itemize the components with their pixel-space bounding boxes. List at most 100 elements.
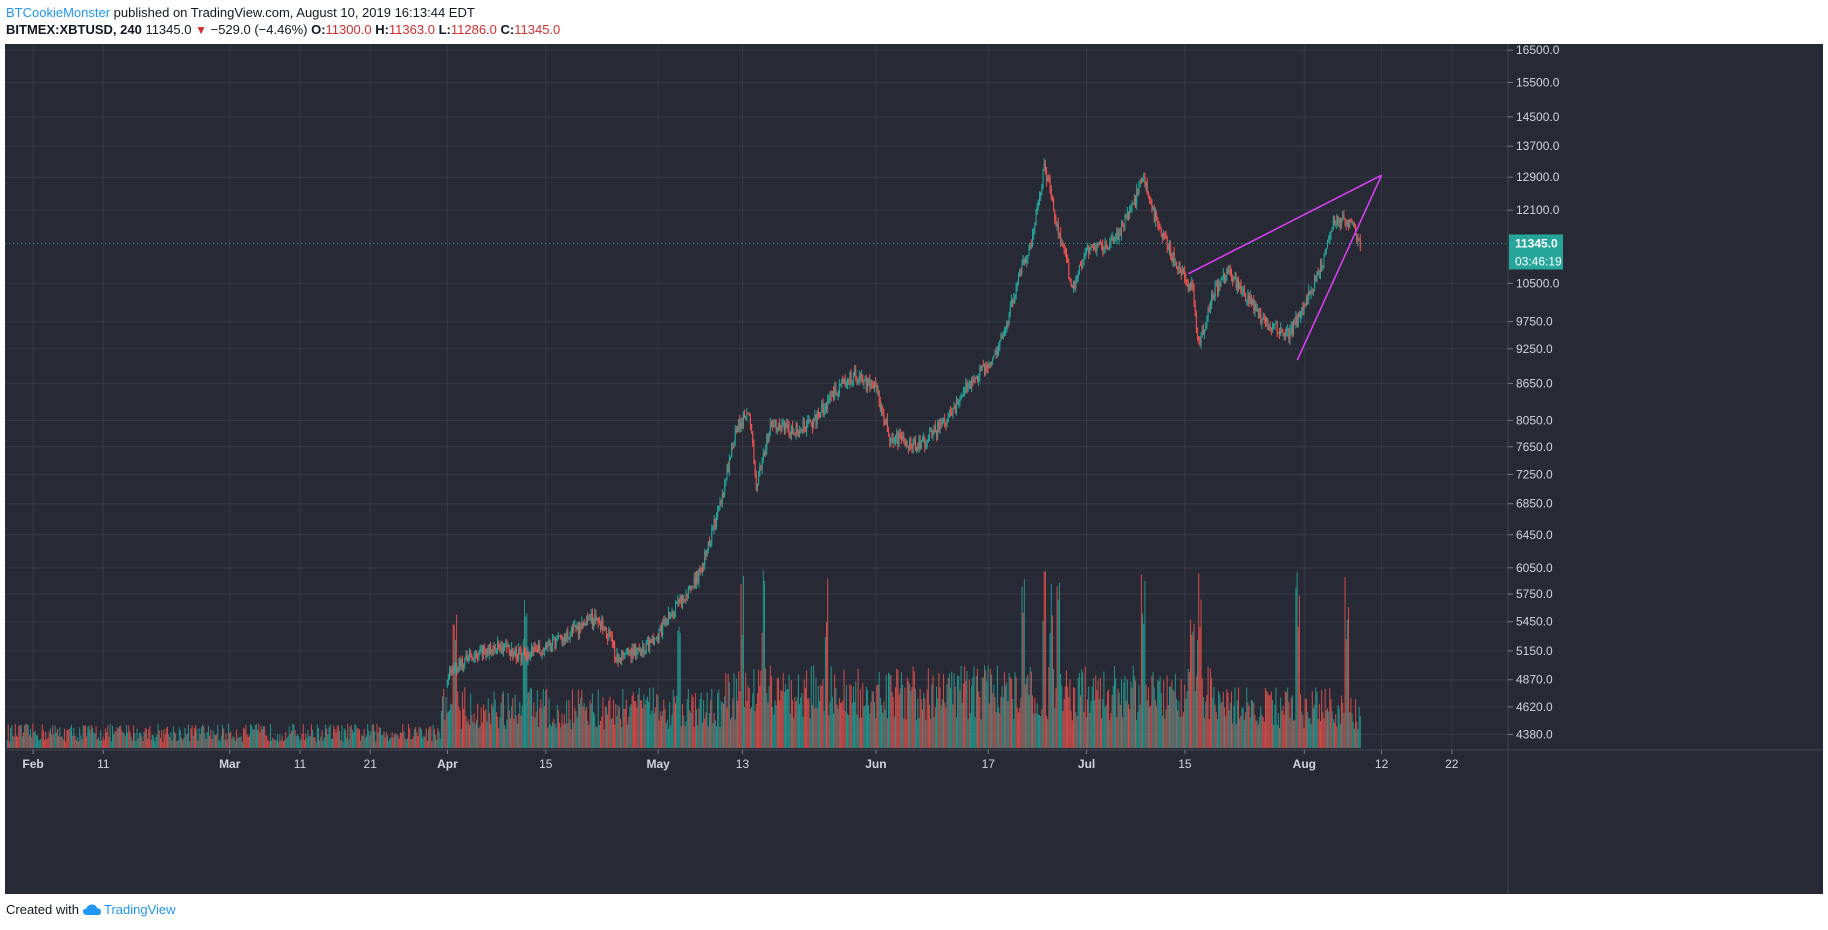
- volume-bar: [213, 734, 215, 748]
- candle-body: [847, 380, 849, 384]
- volume-bar: [1048, 667, 1050, 748]
- price-tick-label: 10500.0: [1516, 276, 1560, 290]
- price-tick-label: 5150.0: [1516, 644, 1553, 658]
- volume-bar: [1273, 724, 1275, 748]
- candle-body: [1324, 251, 1326, 255]
- time-axis[interactable]: Feb 11 Mar 11 21 Apr 15 May 13 Jun 17 Jul 15 Aug 12 22: [5, 749, 1823, 771]
- candle-body: [1002, 335, 1004, 339]
- candle-body: [1005, 330, 1007, 332]
- author-link[interactable]: BTCookieMonster: [6, 5, 111, 20]
- candle-body: [712, 528, 714, 531]
- volume-bar: [774, 700, 776, 748]
- price-chart[interactable]: 16500.015500.014500.013700.012900.012100…: [5, 43, 1823, 894]
- volume-bar: [1314, 704, 1316, 748]
- volume-bar: [604, 706, 606, 748]
- candle-body: [608, 631, 610, 639]
- candle-body: [627, 651, 629, 653]
- volume-bar: [471, 715, 473, 748]
- volume-bar: [763, 580, 765, 748]
- candle-body: [657, 637, 659, 640]
- candle-body: [574, 624, 576, 627]
- volume-bar: [1126, 679, 1128, 748]
- volume-bar: [1253, 703, 1255, 748]
- volume-bar: [33, 732, 35, 748]
- candle-body: [1288, 329, 1290, 339]
- volume-bar: [612, 699, 614, 748]
- volume-bar: [292, 723, 294, 748]
- volume-bar: [720, 701, 722, 748]
- chart-container[interactable]: 16500.0 15500.0 14500.0 13700.0 12900.0 12100…: [5, 43, 1823, 894]
- candle-body: [1294, 322, 1296, 324]
- volume-bar: [721, 702, 723, 748]
- candle-body: [1070, 281, 1072, 286]
- candle-body: [476, 654, 478, 657]
- volume-bar: [845, 684, 847, 748]
- volume-bar: [1023, 579, 1025, 748]
- candle-body: [453, 666, 455, 672]
- volume-bar: [1009, 677, 1011, 748]
- volume-bar: [370, 731, 372, 748]
- trendlines[interactable]: [1188, 174, 1383, 361]
- candle-body: [507, 645, 509, 648]
- volume-bar: [837, 708, 839, 748]
- candle-body: [612, 642, 614, 644]
- volume-bar: [288, 726, 290, 748]
- trendline[interactable]: [1188, 174, 1382, 275]
- volume-bar: [1286, 692, 1288, 748]
- volume-bar: [516, 723, 518, 748]
- candle-body: [707, 542, 709, 552]
- volume-bar: [1185, 699, 1187, 748]
- candle-body: [1166, 237, 1168, 247]
- candle-body: [1021, 264, 1023, 273]
- volume-bar: [1034, 697, 1036, 748]
- volume-bar: [261, 729, 263, 748]
- candle-body: [710, 542, 712, 547]
- volume-bar: [312, 729, 314, 748]
- volume-bar: [870, 702, 872, 748]
- tradingview-logo[interactable]: TradingView: [82, 902, 176, 917]
- volume-bar: [557, 710, 559, 748]
- candle-body: [980, 365, 982, 369]
- volume-bar: [1099, 677, 1101, 748]
- volume-bar: [395, 733, 397, 748]
- candle-body: [1321, 261, 1323, 268]
- volume-bar: [699, 698, 701, 748]
- candle-body: [630, 650, 632, 658]
- volume-bar: [1233, 705, 1235, 748]
- time-tick-label: Apr: [437, 757, 458, 771]
- candle-body: [1072, 283, 1074, 288]
- volume-bar: [231, 738, 233, 748]
- candle-body: [968, 383, 970, 385]
- volume-bar: [11, 725, 13, 748]
- trendline[interactable]: [1296, 174, 1383, 361]
- candle-body: [1110, 240, 1112, 244]
- volume-bar: [899, 688, 901, 748]
- candle-body: [1164, 233, 1166, 237]
- volume-bar: [811, 705, 813, 748]
- price-axis[interactable]: 16500.015500.014500.013700.012900.012100…: [5, 43, 1563, 894]
- candle-body: [870, 381, 872, 388]
- candle-body: [1016, 284, 1018, 287]
- candle-body: [863, 380, 865, 383]
- candle-body: [576, 625, 578, 629]
- volume-bar: [245, 724, 247, 748]
- volume-bar: [364, 737, 366, 748]
- volume-bar: [1060, 673, 1062, 748]
- volume-bar: [977, 668, 979, 748]
- volume-bar: [786, 689, 788, 748]
- candle-body: [663, 621, 665, 624]
- candle-body: [1109, 243, 1111, 249]
- last-price-badge[interactable]: [1509, 234, 1563, 253]
- volume-bar: [315, 741, 317, 748]
- volume-bar: [199, 734, 201, 748]
- volume-bar: [999, 713, 1001, 748]
- candle-body: [662, 621, 664, 636]
- volume-bar: [1206, 695, 1208, 748]
- candle-body: [1329, 234, 1331, 239]
- candle-body: [504, 646, 506, 649]
- candle-body: [529, 655, 531, 658]
- volume-bar: [243, 727, 245, 748]
- candle-body: [841, 379, 843, 385]
- volume-bar: [747, 685, 749, 748]
- candle-body: [836, 394, 838, 396]
